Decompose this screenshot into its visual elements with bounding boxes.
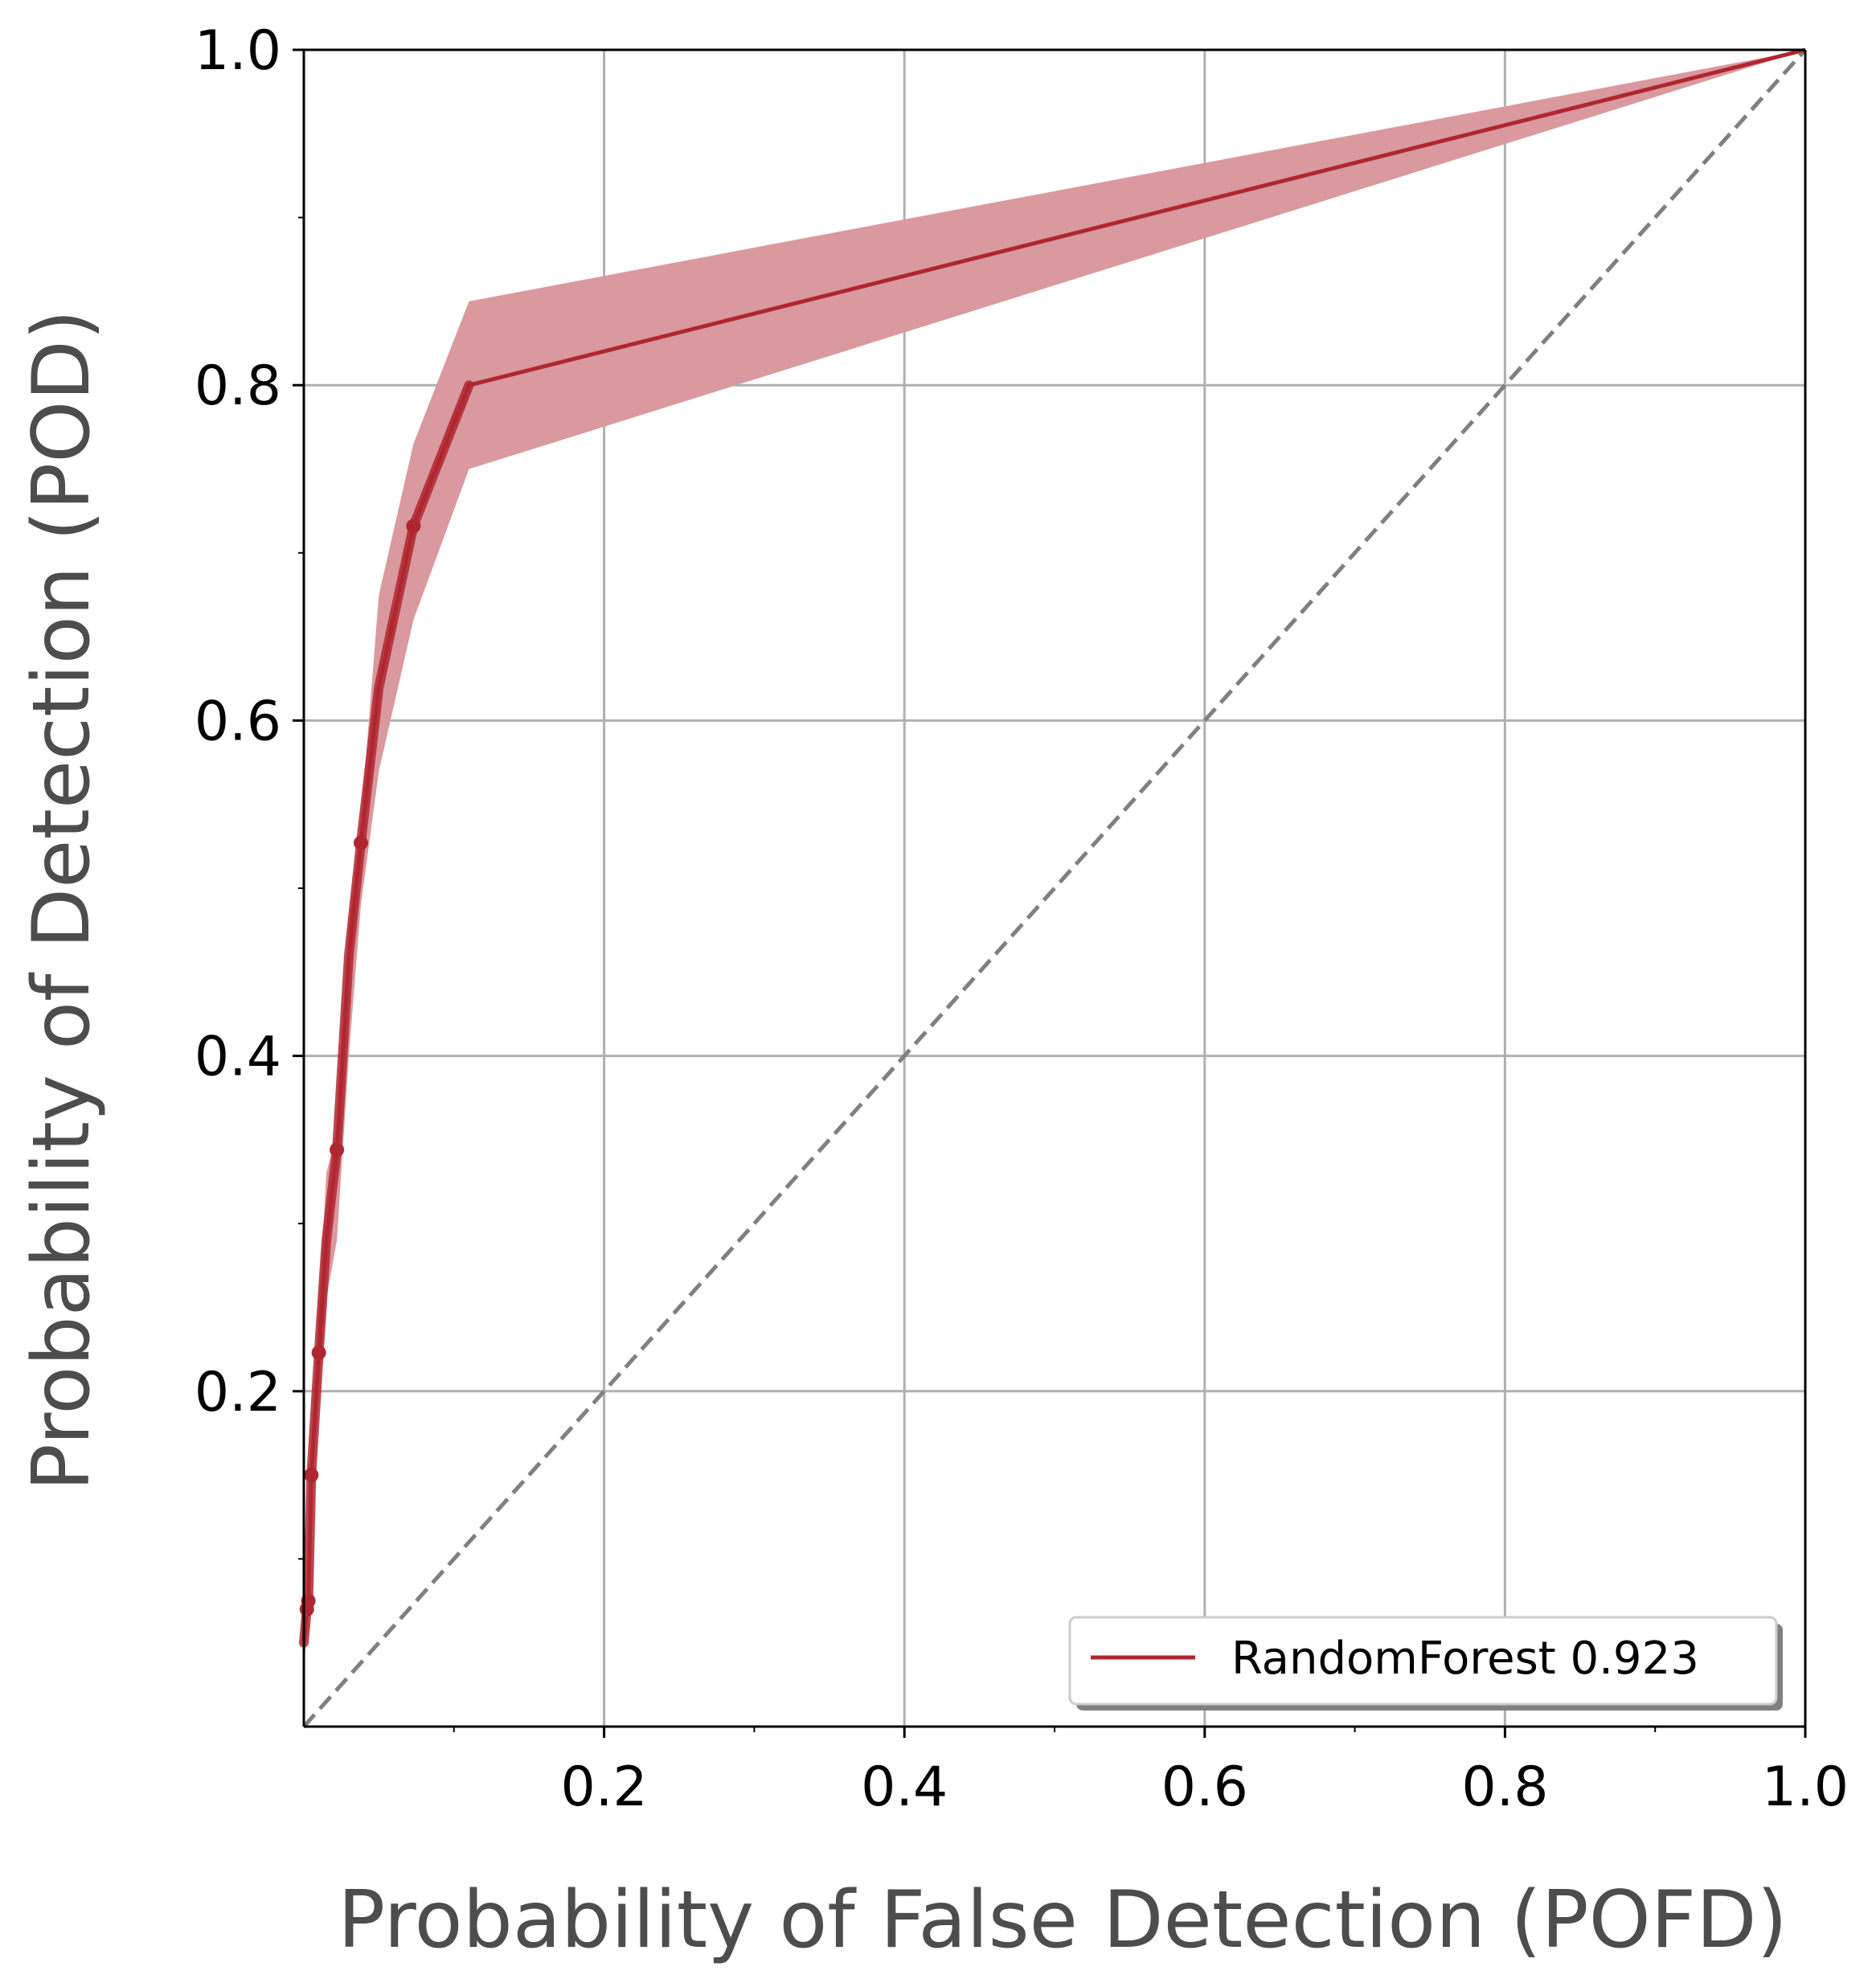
- series-point: [353, 835, 368, 850]
- confidence-band: [304, 50, 1805, 1677]
- tick-marks: [293, 48, 1807, 1738]
- legend-box: [1068, 1616, 1778, 1706]
- series-layer: [299, 47, 1806, 1648]
- series-point: [406, 518, 421, 534]
- legend: RandomForest 0.923: [1068, 1616, 1783, 1711]
- y-tick-label: 0.6: [195, 690, 281, 753]
- x-tick-label: 0.8: [1461, 1756, 1548, 1819]
- reference-diagonal: [302, 48, 1807, 1728]
- y-tick-label: 0.4: [195, 1026, 281, 1089]
- y-tick-label: 1.0: [195, 19, 281, 83]
- x-axis-title: Probability of False Detection (POFD): [338, 1874, 1788, 1966]
- series-point: [330, 1142, 345, 1157]
- x-tick-label: 0.6: [1161, 1756, 1248, 1819]
- x-tick-label: 1.0: [1762, 1756, 1849, 1819]
- confidence-band-layer: [304, 50, 1805, 1677]
- legend-label: RandomForest 0.923: [1231, 1633, 1699, 1685]
- series-line: [301, 47, 1806, 1643]
- y-tick-label: 0.8: [195, 354, 281, 418]
- series-point: [311, 1345, 326, 1360]
- y-axis-title: Probability of Detection (POD): [16, 309, 108, 1491]
- x-tick-label: 0.4: [861, 1756, 948, 1819]
- x-tick-label: 0.2: [561, 1756, 648, 1819]
- series-point: [304, 1468, 319, 1483]
- y-tick-label: 0.2: [195, 1361, 281, 1424]
- reference-line-layer: [302, 48, 1807, 1728]
- tick-labels: 0.2 0.4 0.6 0.8 1.0 0.2 0.4 0.6 0.8 1.0: [195, 19, 1849, 1819]
